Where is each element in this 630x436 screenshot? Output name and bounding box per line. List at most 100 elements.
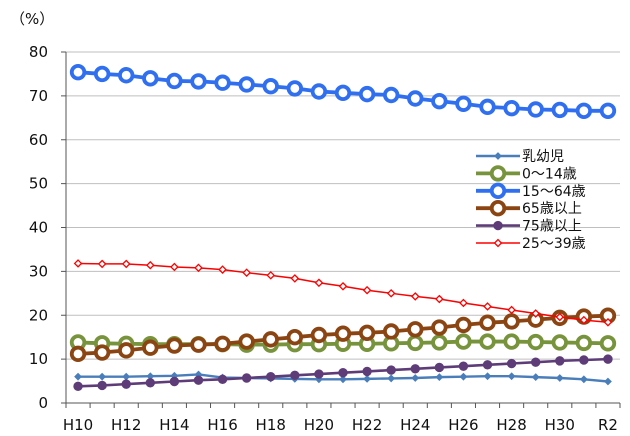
data-point: [503, 333, 520, 350]
data-point: [455, 316, 472, 334]
data-point: [503, 313, 520, 330]
data-point: [455, 333, 472, 350]
data-point: [489, 165, 507, 182]
y-tick-label: 10: [29, 350, 48, 368]
series-2: [69, 63, 617, 119]
legend-item: 0～14歳: [476, 165, 577, 182]
legend-item: 65歳以上: [476, 199, 582, 217]
data-point: [262, 78, 279, 95]
legend-item: 25～39歳: [476, 236, 586, 252]
x-tick-label: H24: [400, 416, 430, 434]
data-point: [489, 182, 507, 200]
data-point: [382, 323, 400, 340]
legend-item: 乳幼児: [476, 149, 564, 165]
data-point: [551, 334, 568, 351]
data-point: [489, 199, 507, 217]
data-point: [97, 259, 107, 269]
data-point: [145, 378, 156, 388]
data-point: [604, 377, 612, 386]
x-tick-label: R2: [598, 416, 618, 434]
data-point: [170, 262, 179, 272]
x-tick-label: H12: [111, 416, 141, 434]
data-point: [503, 99, 520, 117]
data-point: [266, 271, 276, 280]
x-tick-label: H16: [207, 416, 237, 434]
data-point: [435, 294, 444, 304]
data-point: [603, 354, 613, 364]
data-point: [455, 95, 472, 112]
data-point: [387, 374, 396, 383]
data-point: [190, 73, 207, 90]
data-point: [290, 274, 300, 283]
data-point: [166, 337, 183, 354]
data-point: [290, 370, 300, 381]
data-point: [579, 375, 588, 384]
data-point: [431, 334, 448, 351]
data-point: [599, 335, 617, 352]
data-point: [459, 298, 468, 308]
y-tick-label: 60: [29, 131, 48, 149]
data-point: [431, 319, 448, 336]
x-tick-label: H28: [496, 416, 526, 434]
data-point: [262, 331, 279, 348]
y-tick-label: 30: [29, 262, 48, 280]
data-point: [555, 356, 565, 366]
data-point: [97, 380, 107, 391]
data-point: [241, 373, 252, 383]
data-point: [339, 375, 347, 384]
legend-label: 25～39歳: [522, 236, 586, 252]
y-tick-label: 0: [38, 394, 48, 412]
data-point: [266, 371, 276, 382]
data-point: [310, 326, 328, 344]
legend-item: 15～64歳: [476, 182, 586, 200]
data-point: [121, 259, 131, 269]
data-point: [507, 305, 516, 315]
data-point: [118, 67, 135, 84]
data-point: [362, 285, 372, 295]
data-point: [531, 309, 541, 318]
series-4: [73, 354, 613, 392]
data-point: [555, 312, 565, 322]
data-point: [386, 288, 396, 298]
series-5: [73, 259, 613, 327]
data-point: [579, 355, 589, 365]
data-point: [493, 238, 503, 248]
data-point: [338, 281, 348, 291]
x-tick-label: H26: [448, 416, 478, 434]
data-point: [338, 368, 348, 378]
data-point: [73, 259, 83, 268]
data-point: [458, 361, 469, 371]
x-tick-label: H10: [63, 416, 93, 434]
data-point: [214, 335, 231, 352]
data-point: [407, 321, 424, 338]
data-point: [121, 379, 131, 389]
data-point: [69, 345, 87, 363]
data-point: [145, 260, 155, 270]
data-point: [93, 344, 111, 361]
data-point: [334, 325, 352, 342]
data-point: [483, 372, 492, 381]
data-point: [527, 101, 544, 118]
data-point: [238, 333, 255, 350]
x-axis-ticks: H10 H12 H14 H16 H18 H20 H22 H24 H26 H28 H30 R2: [63, 403, 621, 434]
data-point: [410, 364, 420, 374]
data-point: [479, 314, 496, 331]
data-point: [411, 374, 420, 382]
data-point: [190, 336, 207, 353]
data-point: [431, 92, 448, 110]
y-axis-ticks: 0 10 20 30 40 50 60 70 80: [29, 43, 66, 412]
data-point: [169, 376, 180, 387]
y-tick-label: 70: [29, 87, 48, 105]
data-point: [98, 372, 107, 381]
data-point: [242, 268, 251, 278]
data-point: [483, 302, 492, 311]
data-point: [118, 342, 135, 359]
y-tick-label: 50: [29, 175, 48, 193]
data-point: [74, 372, 82, 381]
data-point: [479, 333, 496, 350]
data-point: [407, 334, 424, 352]
series-layer: [69, 63, 617, 392]
series-line: [78, 262, 609, 324]
